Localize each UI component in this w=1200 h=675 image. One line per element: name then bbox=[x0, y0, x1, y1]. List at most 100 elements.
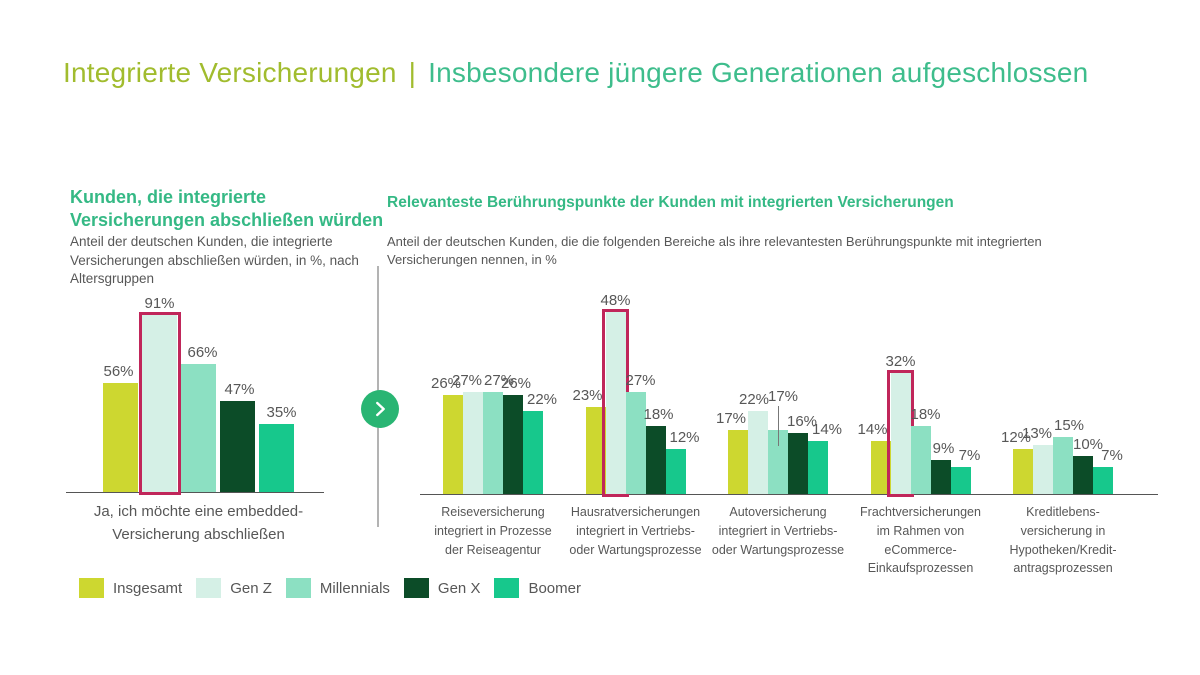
category-label-line: versicherung in bbox=[1020, 523, 1106, 538]
bar-gen-z bbox=[1033, 445, 1053, 494]
legend-swatch bbox=[403, 578, 429, 598]
bar-value-label: 17% bbox=[715, 410, 747, 427]
page-title-left: Integrierte Versicherungen bbox=[63, 57, 397, 88]
page-title-right: Insbesondere jüngere Generationen aufges… bbox=[428, 57, 1089, 88]
legend-swatch bbox=[494, 578, 520, 598]
legend-label: Gen X bbox=[437, 579, 481, 597]
bar-value-label: 12% bbox=[669, 429, 700, 446]
bar-value-label: 16% bbox=[786, 413, 818, 430]
legend-label: Boomer bbox=[528, 579, 581, 597]
bar-value-label: 35% bbox=[266, 404, 297, 421]
bar-gen-x bbox=[503, 395, 523, 494]
category-label-line: Hypotheken/Kredit- bbox=[1009, 542, 1117, 557]
label-leader-line bbox=[778, 406, 779, 446]
bar-millennials bbox=[910, 426, 931, 494]
legend-item: Gen Z bbox=[196, 578, 272, 598]
left-chart-subtitle: Anteil der deutschen Kunden, die integri… bbox=[70, 234, 359, 287]
legend-item: Boomer bbox=[494, 578, 581, 598]
legend-item: Millennials bbox=[285, 578, 390, 598]
bar-value-label: 91% bbox=[144, 295, 175, 312]
bar-value-label: 15% bbox=[1053, 417, 1085, 434]
legend-swatch bbox=[285, 578, 311, 598]
bar-boomer bbox=[523, 411, 543, 494]
category-label-line: Frachtversicherungen bbox=[860, 505, 981, 519]
legend-swatch bbox=[196, 578, 222, 598]
category-label-line: Autoversicherung bbox=[729, 505, 827, 519]
bar-gen-x bbox=[788, 433, 808, 494]
right-chart-title: Relevanteste Berührungspunkte der Kunden… bbox=[387, 194, 954, 211]
bar-value-label: 27% bbox=[625, 372, 656, 389]
bar-value-label: 18% bbox=[643, 406, 674, 423]
bar-value-label: 7% bbox=[1101, 447, 1123, 464]
bar-insgesamt bbox=[870, 441, 891, 494]
bar-value-label: 9% bbox=[932, 440, 955, 457]
category-label: Frachtversicherungen im Rahmen von eCommer… bbox=[841, 503, 1001, 578]
bar-gen-z bbox=[463, 392, 483, 494]
category-label-line: Ja, ich möchte eine embedded- bbox=[93, 503, 304, 520]
bar-value-label: 26% bbox=[500, 375, 532, 392]
category-label: Reiseversicherung integriert in Prozesse d… bbox=[413, 503, 573, 559]
legend-label: Gen Z bbox=[230, 579, 272, 597]
bar-boomer bbox=[665, 449, 686, 494]
bar-boomer bbox=[1093, 467, 1113, 494]
category-label-line: integriert in Vertriebs- bbox=[576, 523, 695, 538]
page-title-separator: | bbox=[408, 57, 417, 88]
legend-item: Insgesamt bbox=[79, 578, 182, 598]
bar-value-label: 10% bbox=[1072, 436, 1104, 453]
x-axis-line bbox=[66, 492, 324, 493]
bar-millennials bbox=[483, 392, 503, 494]
category-label-line: Einkaufsprozessen bbox=[867, 561, 974, 576]
bar-insgesamt bbox=[443, 395, 463, 494]
bar-millennials bbox=[768, 430, 788, 494]
bar-value-label: 22% bbox=[526, 391, 558, 408]
bar-value-label: 7% bbox=[958, 447, 981, 464]
legend-label: Insgesamt bbox=[113, 579, 183, 597]
bar-value-label: 13% bbox=[1021, 425, 1053, 442]
bar-value-label: 27% bbox=[451, 372, 483, 389]
category-label-line: integriert in Prozesse bbox=[434, 523, 552, 538]
bar-gen-z bbox=[748, 411, 768, 494]
legend-label: Millennials bbox=[319, 579, 390, 597]
arrow-right-icon bbox=[361, 390, 399, 428]
category-label: Hausratversicherungen integriert in Vertr… bbox=[556, 503, 716, 559]
bar-gen-x bbox=[1073, 456, 1093, 494]
bar-value-label: 12% bbox=[1000, 429, 1032, 446]
bar-value-label: 22% bbox=[738, 391, 770, 408]
legend-swatch bbox=[79, 578, 104, 598]
category-label-line: oder Wartungsprozesse bbox=[711, 542, 845, 557]
bar-gen-z bbox=[142, 315, 177, 492]
bar-insgesamt bbox=[1013, 449, 1033, 494]
bar-value-label: 32% bbox=[885, 353, 916, 370]
bar-millennials bbox=[181, 364, 216, 492]
bar-value-label: 17% bbox=[767, 388, 799, 405]
category-label-line: oder Wartungsprozesse bbox=[569, 542, 702, 557]
bar-insgesamt bbox=[728, 430, 748, 494]
bar-value-label: 56% bbox=[103, 363, 134, 380]
bar-value-label: 27% bbox=[483, 372, 515, 389]
bar-value-label: 47% bbox=[224, 381, 255, 398]
category-label-line: Kreditlebens- bbox=[1026, 505, 1100, 519]
bar-boomer bbox=[259, 424, 294, 492]
bar-value-label: 26% bbox=[430, 375, 462, 392]
category-label-line: antragsprozessen bbox=[1013, 561, 1113, 576]
bar-gen-x bbox=[645, 426, 666, 494]
bar-value-label: 14% bbox=[811, 421, 843, 438]
bar-value-label: 14% bbox=[857, 421, 888, 438]
category-label-line: eCommerce- bbox=[884, 542, 957, 557]
category-label: Kreditlebens-versicherung in Hypotheken/K… bbox=[983, 503, 1143, 578]
bar-millennials bbox=[1053, 437, 1073, 494]
bar-gen-z bbox=[605, 312, 626, 494]
bar-value-label: 23% bbox=[572, 387, 603, 404]
bar-boomer bbox=[808, 441, 828, 494]
legend-item: Gen X bbox=[403, 578, 481, 598]
category-label: Ja, ich möchte eine embedded- Versicherun… bbox=[59, 501, 339, 546]
category-label-line: der Reiseagentur bbox=[445, 542, 541, 557]
bar-millennials bbox=[625, 392, 646, 494]
page-title: Integrierte Versicherungen | Insbesondere … bbox=[63, 57, 1088, 89]
bar-value-label: 48% bbox=[600, 292, 631, 309]
right-chart-subtitle: Anteil der deutschen Kunden, die die fol… bbox=[387, 234, 1042, 268]
bar-gen-x bbox=[930, 460, 951, 494]
legend: Insgesamt Gen Z Millennials Gen X Boomer bbox=[79, 578, 581, 598]
